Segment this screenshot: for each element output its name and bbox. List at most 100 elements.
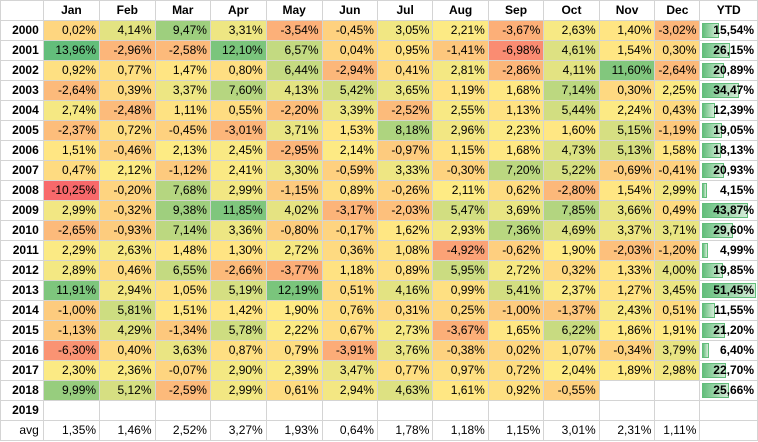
month-return-cell[interactable]: 0,36% [321,240,378,261]
month-return-cell[interactable]: 5,15% [598,120,656,141]
month-return-cell[interactable]: 0,95% [376,40,434,61]
month-return-cell[interactable]: -2,20% [265,100,323,121]
month-return-cell[interactable]: 1,51% [42,140,101,161]
month-return-cell[interactable]: 2,81% [432,60,489,81]
month-return-cell[interactable]: 2,14% [321,140,378,161]
month-return-cell[interactable]: -2,03% [598,240,656,261]
month-return-cell[interactable]: 3,36% [209,220,267,241]
month-return-cell[interactable]: 5,95% [432,260,489,281]
month-return-cell[interactable]: 2,99% [42,200,101,221]
month-return-cell[interactable]: -1,13% [42,320,101,341]
average-cell[interactable]: 1,78% [376,420,434,441]
month-return-cell[interactable]: 4,14% [99,20,156,41]
month-return-cell[interactable]: 1,90% [543,240,600,261]
average-ytd-cell[interactable] [699,420,758,441]
month-return-cell[interactable]: 0,40% [99,340,156,361]
row-year-label[interactable]: 2017 [0,360,44,381]
month-return-cell[interactable]: -1,41% [432,40,489,61]
month-return-cell[interactable]: 5,22% [543,160,600,181]
month-return-cell[interactable] [598,380,656,401]
month-return-cell[interactable]: 5,44% [543,100,600,121]
month-return-cell[interactable]: 3,39% [321,100,378,121]
month-return-cell[interactable]: -3,01% [209,120,267,141]
month-return-cell[interactable]: 1,40% [598,20,656,41]
row-year-label[interactable]: 2004 [0,100,44,121]
month-return-cell[interactable]: 0,77% [99,60,156,81]
month-return-cell[interactable]: -0,59% [321,160,378,181]
month-return-cell[interactable]: 0,62% [487,180,545,201]
row-year-label[interactable]: 2015 [0,320,44,341]
average-cell[interactable]: 3,27% [209,420,267,441]
month-return-cell[interactable]: 0,67% [321,320,378,341]
month-return-cell[interactable]: -3,91% [321,340,378,361]
month-return-cell[interactable]: 4,11% [543,60,600,81]
month-return-cell[interactable]: 2,55% [432,100,489,121]
month-return-cell[interactable]: -3,67% [432,320,489,341]
month-return-cell[interactable]: 2,21% [432,20,489,41]
average-cell[interactable]: 2,31% [598,420,656,441]
month-return-cell[interactable]: -2,94% [321,60,378,81]
month-return-cell[interactable]: 11,85% [209,200,267,221]
month-return-cell[interactable]: -0,41% [654,160,701,181]
ytd-cell[interactable]: 34,47% [699,80,758,101]
row-year-label[interactable]: 2005 [0,120,44,141]
month-return-cell[interactable]: 1,13% [487,100,545,121]
month-return-cell[interactable]: 3,45% [654,280,701,301]
month-return-cell[interactable] [543,400,600,421]
month-return-cell[interactable]: 12,10% [209,40,267,61]
month-return-cell[interactable]: 2,25% [654,80,701,101]
month-return-cell[interactable]: 4,29% [99,320,156,341]
month-return-cell[interactable]: 2,24% [598,100,656,121]
month-return-cell[interactable]: 5,81% [99,300,156,321]
row-year-label[interactable]: 2007 [0,160,44,181]
ytd-cell[interactable]: 6,40% [699,340,758,361]
month-return-cell[interactable]: 6,57% [265,40,323,61]
month-return-cell[interactable]: 5,78% [209,320,267,341]
month-return-cell[interactable]: 2,37% [543,280,600,301]
row-year-label[interactable]: 2010 [0,220,44,241]
month-return-cell[interactable]: 0,89% [376,260,434,281]
ytd-cell[interactable]: 26,15% [699,40,758,61]
month-return-cell[interactable]: 7,14% [154,220,211,241]
month-return-cell[interactable]: 0,30% [598,80,656,101]
month-return-cell[interactable]: 3,79% [654,340,701,361]
month-return-cell[interactable]: -2,52% [376,100,434,121]
month-return-cell[interactable]: 2,73% [376,320,434,341]
month-return-cell[interactable]: 11,91% [42,280,101,301]
month-return-cell[interactable]: 0,80% [209,60,267,81]
month-return-cell[interactable]: 2,22% [265,320,323,341]
month-return-cell[interactable]: -1,34% [154,320,211,341]
row-year-label[interactable]: 2003 [0,80,44,101]
month-return-cell[interactable]: -2,96% [99,40,156,61]
month-return-cell[interactable]: -0,69% [598,160,656,181]
average-cell[interactable]: 0,64% [321,420,378,441]
month-return-cell[interactable]: 13,96% [42,40,101,61]
month-return-cell[interactable]: -2,95% [265,140,323,161]
month-return-cell[interactable] [432,400,489,421]
month-return-cell[interactable]: -1,20% [654,240,701,261]
ytd-cell[interactable]: 4,15% [699,180,758,201]
month-return-cell[interactable]: -2,86% [487,60,545,81]
month-return-cell[interactable]: 0,72% [487,360,545,381]
row-year-label[interactable]: 2011 [0,240,44,261]
month-return-cell[interactable]: -0,45% [154,120,211,141]
month-return-cell[interactable]: 1,54% [598,180,656,201]
month-return-cell[interactable]: 0,32% [543,260,600,281]
month-return-cell[interactable] [99,400,156,421]
ytd-cell[interactable]: 20,93% [699,160,758,181]
month-return-cell[interactable]: 2,93% [432,220,489,241]
month-return-cell[interactable]: 1,89% [598,360,656,381]
month-return-cell[interactable]: 4,00% [654,260,701,281]
ytd-cell[interactable]: 20,89% [699,60,758,81]
month-return-cell[interactable]: 2,29% [42,240,101,261]
month-return-cell[interactable]: 1,33% [598,260,656,281]
month-return-cell[interactable]: 0,46% [99,260,156,281]
month-return-cell[interactable]: 0,51% [654,300,701,321]
month-return-cell[interactable] [487,400,545,421]
ytd-cell[interactable]: 15,54% [699,20,758,41]
header-cell-mar[interactable]: Mar [154,0,211,21]
month-return-cell[interactable]: 7,85% [543,200,600,221]
month-return-cell[interactable]: 0,30% [654,40,701,61]
month-return-cell[interactable]: 0,99% [432,280,489,301]
month-return-cell[interactable]: 1,18% [321,260,378,281]
